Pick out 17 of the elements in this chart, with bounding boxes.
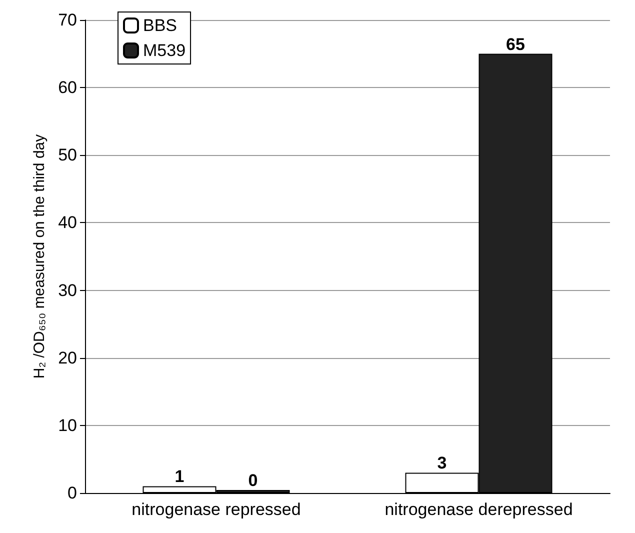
y-tick-label: 0 [68,484,77,502]
y-tick-label: 70 [58,10,77,30]
y-axis-title: H₂ /OD₆₅₀ measured on the third day [31,134,48,379]
data-label: 3 [437,454,447,473]
data-label: 1 [174,467,184,486]
legend-label: M539 [143,41,186,60]
y-tick-label: 10 [58,416,77,435]
y-tick-label: 40 [58,213,77,232]
x-tick-label: nitrogenase repressed [132,500,301,519]
y-tick-label: 20 [58,348,77,368]
data-label: 65 [506,34,525,54]
y-tick-label: 50 [58,146,77,165]
y-tick-label: 60 [58,78,77,98]
data-label: 0 [248,471,258,490]
y-tick-label: 30 [58,280,77,300]
legend-label: BBS [143,16,178,35]
x-tick-label: nitrogenase derepressed [384,500,573,519]
